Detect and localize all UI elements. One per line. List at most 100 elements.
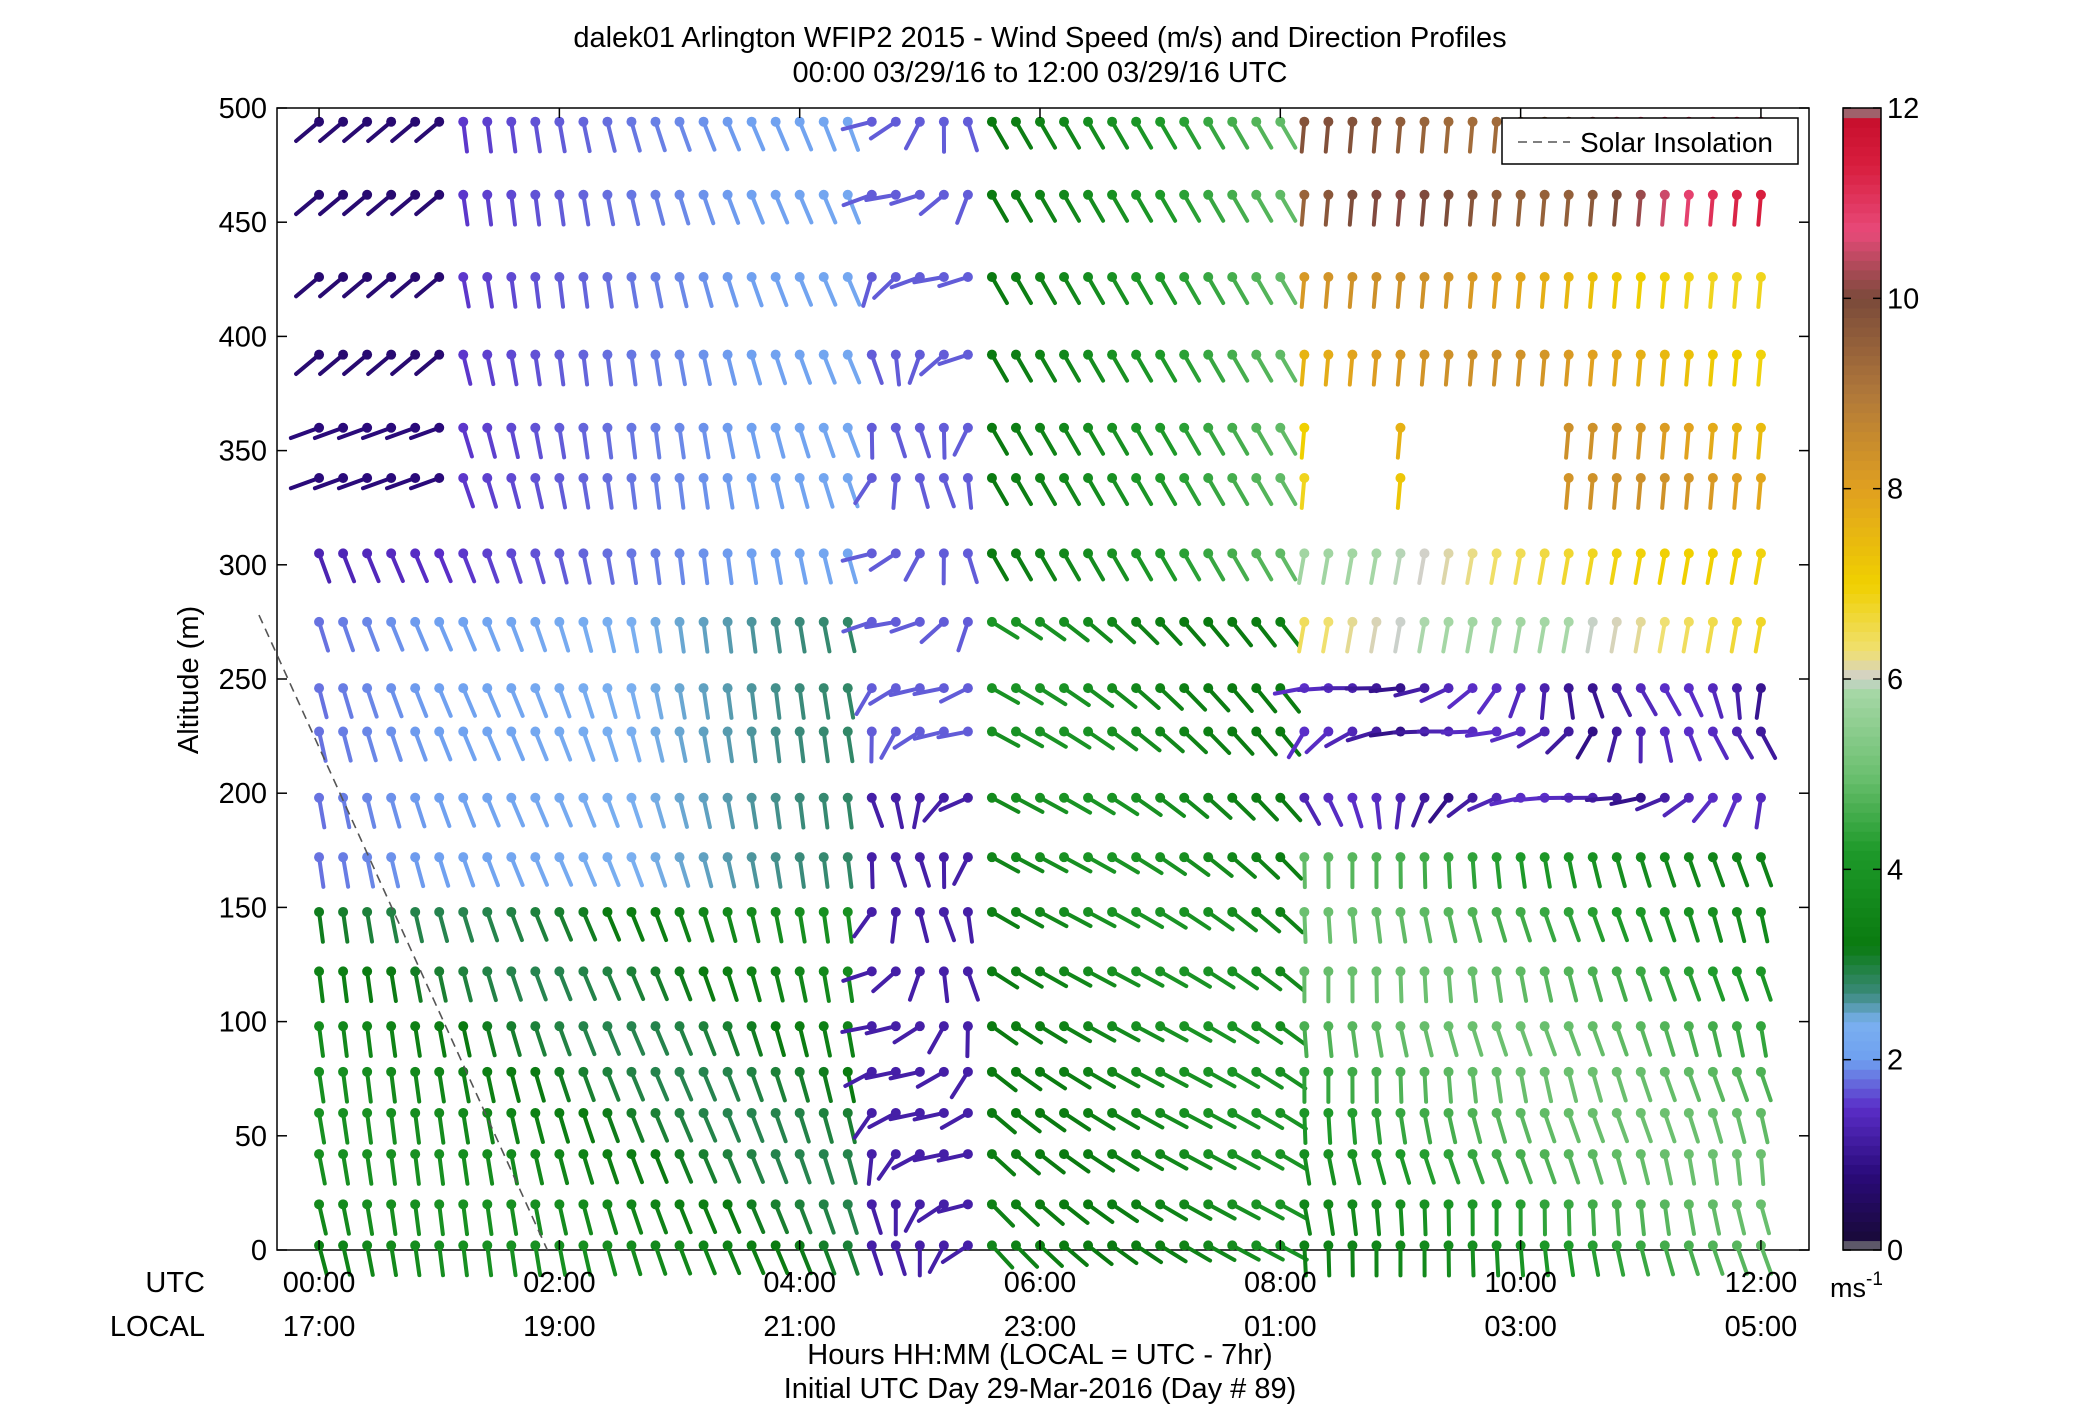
- wind-barb-dot: [842, 272, 853, 283]
- wind-barb-line: [1566, 686, 1575, 720]
- wind-barb-dot: [1010, 473, 1021, 484]
- wind-barb-line: [294, 352, 322, 376]
- wind-barb-dot: [866, 792, 877, 803]
- wind-barb-dot: [1683, 349, 1694, 360]
- wind-barb-dot: [770, 1107, 781, 1118]
- colorbar-segment: [1843, 108, 1881, 119]
- wind-barb-dot: [1251, 272, 1262, 283]
- wind-barb-dot: [866, 1199, 877, 1210]
- wind-barb-line: [1708, 275, 1715, 309]
- wind-barb-dot: [338, 852, 349, 863]
- wind-barb-line: [1614, 969, 1628, 1002]
- wind-barb-dot: [314, 726, 325, 737]
- wind-barb-dot: [1083, 548, 1094, 559]
- wind-barb-dot: [434, 792, 445, 803]
- wind-barb-dot: [650, 1066, 661, 1077]
- wind-barb-line: [725, 1110, 741, 1143]
- wind-barb-dot: [1179, 473, 1190, 484]
- wind-barb-dot: [1155, 189, 1166, 200]
- wind-barb-dot: [1034, 349, 1045, 360]
- wind-barb-dot: [746, 548, 757, 559]
- wind-barb-line: [1086, 686, 1115, 709]
- wind-barb-dot: [434, 852, 445, 863]
- wind-barb-dot: [1155, 473, 1166, 484]
- wind-barb-dot: [1659, 616, 1670, 627]
- wind-barb-dot: [866, 272, 877, 283]
- wind-barb-dot: [1107, 1021, 1118, 1032]
- wind-barb-dot: [554, 1107, 565, 1118]
- wind-barb-line: [1662, 729, 1674, 763]
- wind-barb-dot: [962, 852, 973, 863]
- wind-barb-line: [845, 425, 861, 458]
- wind-barb-dot: [1059, 1240, 1070, 1251]
- wind-barb-dot: [482, 189, 493, 200]
- wind-barb-dot: [722, 726, 733, 737]
- wind-barb-dot: [746, 852, 757, 863]
- wind-barb-line: [1062, 1069, 1092, 1090]
- wind-barb-line: [1230, 551, 1250, 582]
- wind-barb-dot: [1059, 792, 1070, 803]
- wind-barb-line: [840, 1024, 874, 1034]
- wind-barb-line: [341, 1069, 349, 1104]
- wind-barb-dot: [1323, 616, 1334, 627]
- wind-barb-dot: [1491, 852, 1502, 863]
- wind-barb-line: [294, 119, 322, 143]
- wind-barb-line: [845, 352, 862, 385]
- wind-barb-dot: [530, 683, 541, 694]
- wind-barb-line: [1489, 551, 1499, 585]
- wind-barb-dot: [482, 852, 493, 863]
- wind-barb-dot: [1659, 1021, 1670, 1032]
- wind-barb-dot: [506, 726, 517, 737]
- wind-barb-dot: [362, 1199, 373, 1210]
- wind-barb-dot: [1299, 548, 1310, 559]
- colorbar-segment: [1843, 146, 1881, 157]
- wind-barb-line: [677, 425, 686, 460]
- wind-barb-line: [821, 119, 837, 152]
- wind-barb-line: [1758, 1152, 1766, 1186]
- wind-barb-line: [701, 1069, 717, 1102]
- wind-barb-line: [342, 352, 370, 376]
- wind-barb-dot: [770, 683, 781, 694]
- wind-barb-dot: [962, 116, 973, 127]
- wind-barb-dot: [890, 616, 901, 627]
- wind-barb-line: [1110, 969, 1141, 988]
- wind-barb-line: [1566, 1202, 1572, 1237]
- wind-barb-dot: [1227, 1066, 1238, 1077]
- wind-barb-dot: [1587, 548, 1598, 559]
- wind-barb-line: [1422, 909, 1433, 944]
- wind-barb-line: [390, 192, 418, 217]
- wind-barb-dot: [458, 966, 469, 977]
- wind-barb-dot: [1034, 116, 1045, 127]
- y-tick-label: 100: [219, 1007, 267, 1039]
- wind-barb-dot: [482, 1149, 493, 1160]
- wind-barb-dot: [1659, 852, 1670, 863]
- wind-barb-line: [557, 1243, 568, 1277]
- wind-barb-line: [1734, 1202, 1747, 1236]
- colorbar-segment: [1843, 117, 1881, 128]
- wind-barb-dot: [1131, 422, 1142, 433]
- wind-barb-dot: [866, 1066, 877, 1077]
- wind-barb-dot: [602, 1199, 613, 1210]
- wind-barb-dot: [1083, 1066, 1094, 1077]
- wind-barb-line: [413, 1110, 421, 1145]
- wind-barb-dot: [1395, 966, 1406, 977]
- colorbar-segment: [1843, 631, 1881, 642]
- wind-barb-dot: [1131, 852, 1142, 863]
- wind-barb-line: [1013, 969, 1044, 989]
- wind-barb-dot: [410, 683, 421, 694]
- wind-barb-dot: [962, 966, 973, 977]
- wind-barb-line: [1086, 855, 1117, 874]
- wind-barb-dot: [362, 349, 373, 360]
- wind-barb-dot: [938, 422, 949, 433]
- wind-barb-line: [1254, 1069, 1284, 1090]
- wind-barb-dot: [626, 548, 637, 559]
- wind-barb-dot: [1659, 548, 1670, 559]
- colorbar-segment: [1843, 174, 1881, 185]
- wind-barb-dot: [1323, 1149, 1334, 1160]
- wind-barb-line: [317, 969, 325, 1004]
- colorbar-segment: [1843, 1069, 1881, 1080]
- wind-barb-line: [1566, 1152, 1581, 1185]
- wind-barb-line: [485, 619, 501, 652]
- wind-barb-line: [1422, 1024, 1434, 1058]
- wind-barb-line: [485, 1202, 494, 1237]
